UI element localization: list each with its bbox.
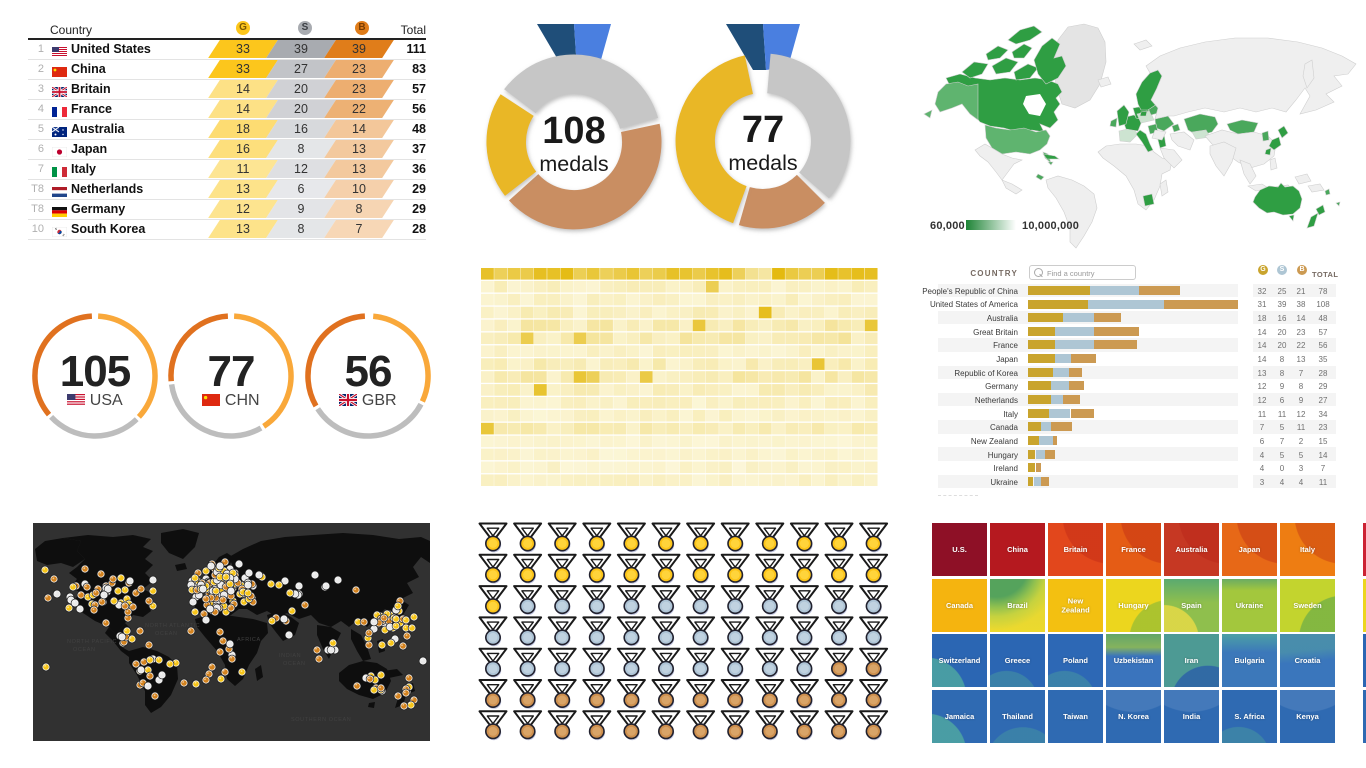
svg-text:60,000: 60,000: [930, 220, 965, 232]
svg-text:medals: medals: [728, 151, 797, 175]
svg-text:SOUTHERN OCEAN: SOUTHERN OCEAN: [291, 717, 351, 723]
svg-text:56: 56: [345, 347, 392, 396]
svg-text:medals: medals: [539, 152, 608, 176]
svg-text:OCEAN: OCEAN: [155, 631, 178, 637]
svg-text:INDIAN: INDIAN: [279, 653, 301, 659]
svg-text:OCEAN: OCEAN: [283, 661, 306, 667]
svg-text:NORTH PACIFIC: NORTH PACIFIC: [67, 639, 117, 645]
svg-text:OCEAN: OCEAN: [73, 647, 96, 653]
svg-text:77: 77: [208, 347, 255, 396]
svg-text:AFRICA: AFRICA: [237, 637, 261, 643]
svg-text:77: 77: [742, 109, 784, 151]
svg-text:108: 108: [542, 110, 605, 152]
svg-text:NORTH ATLANTIC: NORTH ATLANTIC: [145, 623, 200, 629]
svg-text:10,000,000: 10,000,000: [1022, 220, 1079, 232]
svg-text:105: 105: [60, 347, 131, 396]
